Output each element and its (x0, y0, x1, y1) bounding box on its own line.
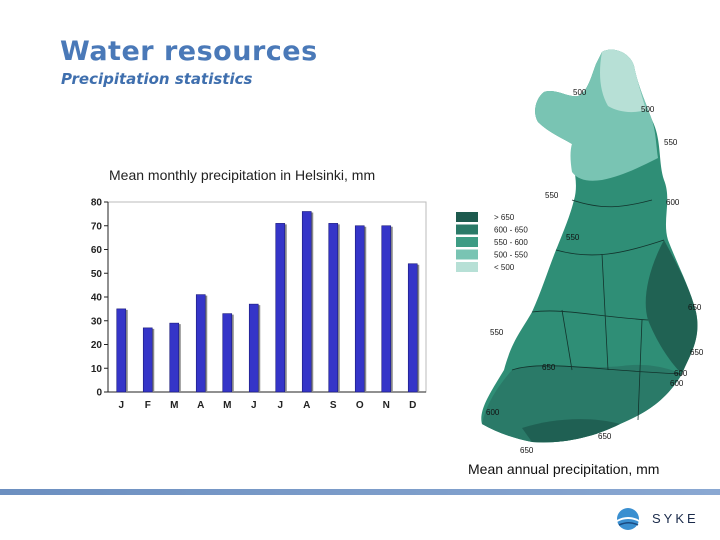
legend-swatch (456, 237, 478, 247)
bar (142, 327, 153, 393)
y-tick-label: 20 (91, 340, 103, 351)
legend-swatch (456, 249, 478, 260)
map-region-borders (511, 199, 683, 421)
x-tick-label: J (118, 400, 124, 411)
map-label: 600 (674, 369, 688, 378)
map-caption: Mean annual precipitation, mm (468, 461, 660, 477)
y-tick-label: 10 (91, 364, 103, 375)
legend-swatch (456, 262, 478, 272)
plot-area (107, 201, 427, 393)
page-title: Water resources (60, 36, 318, 67)
map-label: 550 (566, 233, 580, 242)
map-label: 500 (573, 88, 587, 97)
map-label: 600 (666, 198, 680, 207)
x-tick-label: O (356, 400, 364, 411)
legend-swatch (456, 212, 478, 222)
bar (381, 225, 392, 393)
map-label: 650 (688, 303, 702, 312)
logo-text: SYKE (652, 511, 699, 526)
map-label: 650 (520, 446, 534, 455)
map-zone-southcoast (522, 419, 620, 443)
y-tick-label: 80 (91, 198, 103, 209)
y-tick-label: 70 (91, 221, 103, 232)
x-tick-label: J (277, 400, 283, 411)
finland-precipitation-map: > 650 600 - 650 550 - 600 500 - 550 < 500 50… (456, 49, 704, 455)
x-tick-label: M (170, 400, 178, 411)
map-label: 650 (542, 363, 556, 372)
bar (407, 263, 418, 393)
legend-label: 600 - 650 (494, 226, 528, 235)
x-tick-label: F (145, 400, 151, 411)
map-label: 550 (490, 328, 504, 337)
syke-logo (617, 508, 639, 530)
map-zone-south (482, 364, 682, 443)
y-tick-label: 60 (91, 245, 103, 256)
map-label: 650 (598, 432, 612, 441)
legend-label: 500 - 550 (494, 251, 528, 260)
bar (328, 223, 339, 393)
legend-label: 550 - 600 (494, 238, 528, 247)
chart-caption: Mean monthly precipitation in Helsinki, … (109, 167, 376, 183)
x-tick-label: M (223, 400, 231, 411)
map-zone-northmost (600, 49, 646, 113)
map-legend: > 650 600 - 650 550 - 600 500 - 550 < 500 (456, 212, 528, 272)
footer-rule (0, 489, 720, 495)
map-label: 600 (670, 379, 684, 388)
map-label: 550 (545, 191, 559, 200)
bar (116, 308, 127, 393)
bar (222, 313, 233, 393)
bar (275, 223, 286, 393)
map-zone-north (535, 49, 658, 181)
monthly-precipitation-chart: 0 10 20 30 40 50 60 70 80 J F M A M J J A S O N D (91, 198, 427, 411)
x-tick-label: J (251, 400, 257, 411)
x-tick-label: N (383, 400, 390, 411)
map-label: 500 (641, 105, 655, 114)
bar (169, 322, 180, 393)
map-label: 550 (664, 138, 678, 147)
map-label: 650 (690, 348, 704, 357)
x-tick-label: S (330, 400, 337, 411)
legend-swatch (456, 224, 478, 235)
x-tick-label: A (303, 400, 310, 411)
bar (195, 294, 206, 393)
legend-label: > 650 (494, 213, 515, 222)
bar (354, 225, 365, 393)
x-tick-label: A (197, 400, 204, 411)
y-tick-label: 40 (91, 293, 103, 304)
bar (301, 211, 312, 393)
bar (248, 303, 259, 393)
map-label: 600 (486, 408, 500, 417)
y-tick-label: 30 (91, 316, 103, 327)
x-tick-label: D (409, 400, 416, 411)
page-subtitle: Precipitation statistics (61, 70, 253, 88)
legend-label: < 500 (494, 263, 515, 272)
y-tick-label: 0 (96, 388, 102, 399)
map-zone-east (645, 240, 698, 374)
y-tick-label: 50 (91, 269, 103, 280)
